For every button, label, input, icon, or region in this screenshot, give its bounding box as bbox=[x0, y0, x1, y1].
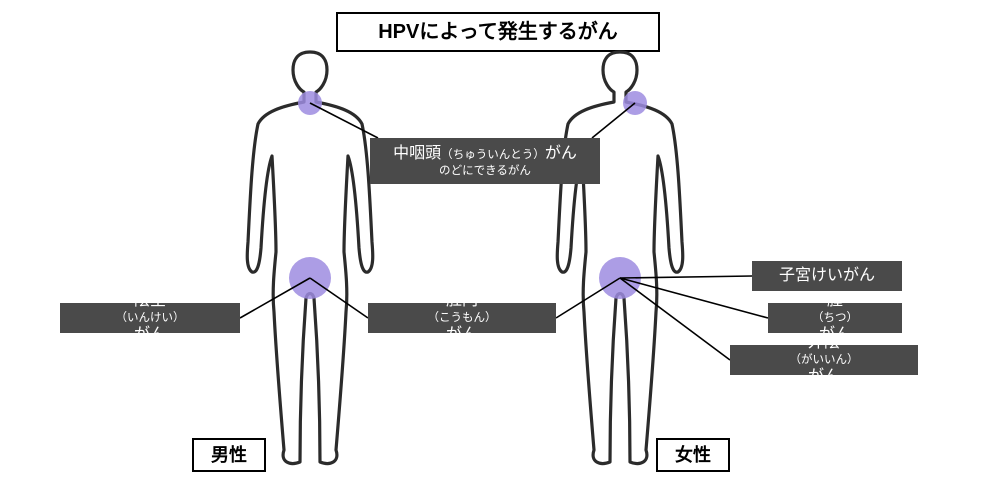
t: 肛門 bbox=[446, 291, 478, 311]
callout-penis: 陰茎（いんけい）がん bbox=[60, 303, 240, 333]
t: （いんけい） bbox=[115, 311, 184, 325]
t: 子宮けいがん bbox=[779, 266, 875, 286]
t: がん bbox=[134, 325, 166, 345]
t: 中咽頭 bbox=[393, 145, 441, 162]
leader-line bbox=[310, 278, 368, 318]
t: がん bbox=[446, 325, 478, 345]
callout-oropharynx-sub: のどにできるがん bbox=[439, 164, 531, 178]
t: がん bbox=[808, 367, 840, 387]
t: がん bbox=[545, 145, 577, 162]
callout-cervix: 子宮けいがん bbox=[752, 261, 902, 291]
diagram-svg bbox=[0, 0, 1000, 500]
t: 陰茎 bbox=[134, 291, 166, 311]
callout-anus: 肛門（こうもん）がん bbox=[368, 303, 556, 333]
t: （こうもん） bbox=[427, 311, 496, 325]
callout-oropharynx-main: 中咽頭（ちゅういんとう）がん bbox=[393, 144, 577, 164]
t: （ちつ） bbox=[812, 311, 858, 325]
callout-vulva: 外陰（がいいん）がん bbox=[730, 345, 918, 375]
callout-oropharynx: 中咽頭（ちゅういんとう）がん のどにできるがん bbox=[370, 138, 600, 184]
callout-vagina: 膣（ちつ）がん bbox=[768, 303, 902, 333]
leader-line bbox=[592, 103, 635, 138]
leader-line bbox=[620, 278, 730, 360]
leader-line bbox=[620, 278, 768, 318]
t: （ちゅういんとう） bbox=[441, 149, 545, 161]
leader-line bbox=[556, 278, 620, 318]
t: （がいいん） bbox=[789, 353, 858, 367]
t: 外陰 bbox=[808, 333, 840, 353]
t: 膣 bbox=[827, 291, 843, 311]
